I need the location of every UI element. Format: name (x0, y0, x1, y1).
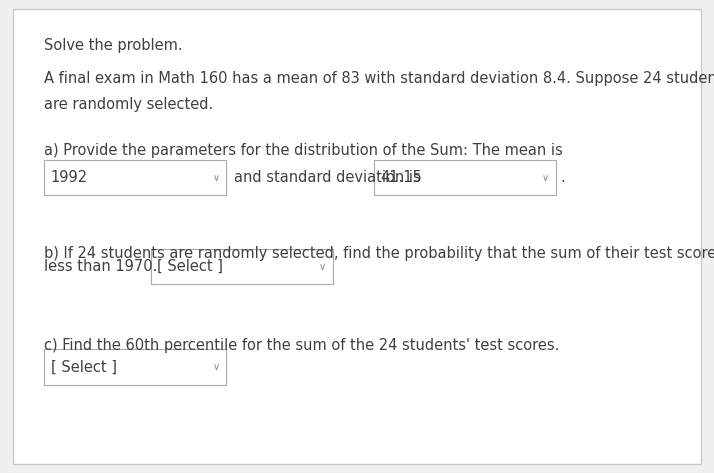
FancyBboxPatch shape (373, 160, 556, 195)
Text: b) If 24 students are randomly selected, find the probability that the sum of th: b) If 24 students are randomly selected,… (44, 245, 714, 261)
Text: less than 1970.: less than 1970. (44, 259, 157, 274)
Text: a) Provide the parameters for the distribution of the Sum: The mean is: a) Provide the parameters for the distri… (44, 143, 563, 158)
FancyBboxPatch shape (151, 249, 333, 284)
Text: and standard deviation is: and standard deviation is (234, 170, 421, 185)
Text: Solve the problem.: Solve the problem. (44, 38, 183, 53)
Text: 41.15: 41.15 (381, 170, 422, 185)
Text: A final exam in Math 160 has a mean of 83 with standard deviation 8.4. Suppose 2: A final exam in Math 160 has a mean of 8… (44, 71, 714, 87)
Text: ∨: ∨ (212, 173, 219, 183)
FancyBboxPatch shape (13, 9, 701, 464)
Text: c) Find the 60th percentile for the sum of the 24 students' test scores.: c) Find the 60th percentile for the sum … (44, 338, 559, 353)
Text: .: . (560, 170, 565, 185)
Text: are randomly selected.: are randomly selected. (44, 97, 213, 113)
Text: ∨: ∨ (542, 173, 549, 183)
Text: [ Select ]: [ Select ] (51, 359, 116, 375)
Text: ∨: ∨ (319, 262, 326, 272)
Text: [ Select ]: [ Select ] (157, 259, 223, 274)
FancyBboxPatch shape (44, 349, 226, 385)
FancyBboxPatch shape (44, 160, 226, 195)
Text: ∨: ∨ (212, 362, 219, 372)
Text: 1992: 1992 (51, 170, 88, 185)
